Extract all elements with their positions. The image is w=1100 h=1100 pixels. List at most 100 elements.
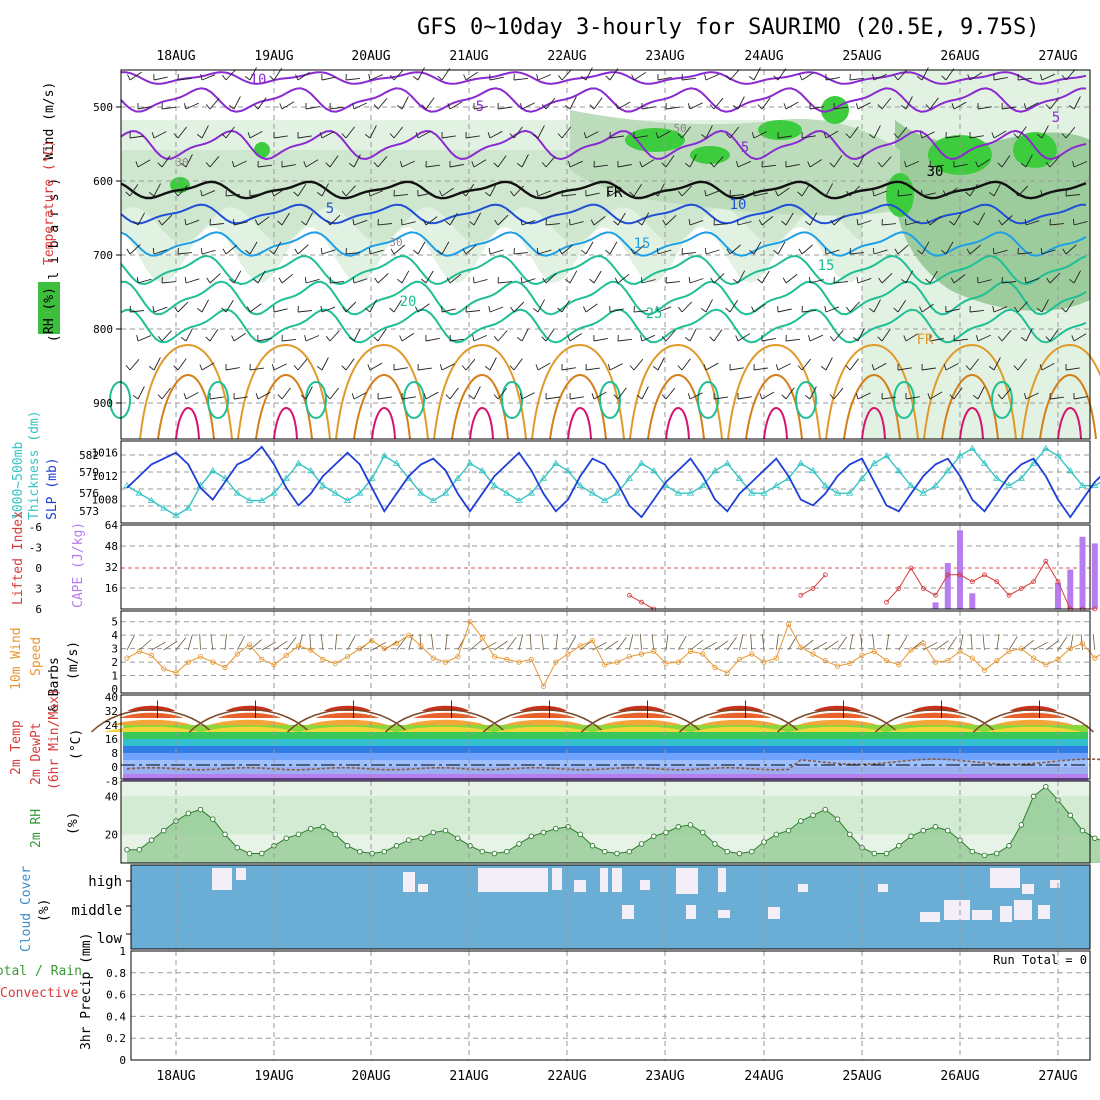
rh2m-grid [175,781,1059,863]
thickness-marker [956,452,964,459]
wind-barb [953,274,966,284]
cape-tick: 16 [105,582,118,595]
wind-barb [705,249,720,255]
wind-barb-flag [368,247,371,255]
contour-5 [120,203,1086,225]
wind-barb-flag [1013,133,1019,139]
wind-barb-flag [725,133,731,139]
wind-barb-flag [925,104,931,110]
wind-barb [809,212,818,226]
wind-barb [153,249,168,255]
temp2m-frame [120,694,1091,780]
contour-label: FR [917,332,934,348]
wind-barb-flag [516,163,523,168]
wind-speed-marker [675,659,681,665]
wind-barb [305,106,320,110]
wind-barb-flag [919,132,923,139]
wind-barb-flag [421,104,427,110]
wind-barb-flag [247,132,251,139]
bottom-date-25aug: 25AUG [842,1069,881,1084]
rh2m-marker [945,827,951,834]
wind-barb [185,278,200,284]
wind-barb [465,244,477,255]
cloud-level-middle: middle [71,903,122,919]
cloud-level-high: high [88,874,122,890]
wind-barb-flag [253,278,259,284]
wind10-label-4: (m/s) [66,641,81,680]
contour-label: 15 [634,236,651,252]
rh2m-marker [785,827,792,834]
wind-barb [921,241,930,255]
temperature-hump [495,726,592,732]
wind-barb [849,126,859,139]
rh2m-label: 2m RH [29,809,44,848]
cape-label: CAPE (J/kg) [71,522,86,608]
wind-speed-marker [957,648,963,654]
rh-high-blob [625,128,685,152]
thickness-marker [466,459,474,466]
wind-barb [137,106,152,110]
wind-barb [129,71,142,81]
dewpoint-line [126,758,1100,771]
wind-barb-flag [125,191,131,197]
rh2m-marker [736,850,743,857]
wind-barb [569,396,584,400]
wind-barb-flag [445,394,451,400]
wind-barb-flag [304,276,307,284]
contour-35-dome [371,406,396,440]
wind-barb [521,392,535,400]
thickness-tick: 579 [79,466,99,479]
rh2m-marker [197,806,204,813]
wind10-barb [775,634,779,651]
wind10-barb [249,639,262,651]
wind-speed-marker [271,662,277,668]
wind-barb-flag [461,365,467,371]
rh2m-marker [259,850,265,857]
middle-cloud-block [686,905,696,919]
wind-barb [489,306,504,313]
wind-barb-flag [536,247,539,255]
wind-barb [713,396,728,400]
thickness-marker [760,489,768,496]
wind-barb [593,391,607,400]
thickness-marker [160,504,168,511]
precip-frame [130,950,1091,1061]
wind-barb [617,212,626,226]
wind-barb [657,76,672,81]
wind-barb [833,330,844,342]
wind-barb [449,101,463,110]
wind-barb-flag [535,364,539,371]
li-tick: 0 [35,562,42,575]
wind-barb [545,273,557,284]
wind10-barb [1045,640,1059,651]
wind-barb [1041,363,1055,371]
bottom-date-27aug: 27AUG [1038,1069,1077,1084]
rh2m-marker [455,835,461,841]
wind-barb [497,330,508,342]
wind-speed-marker [418,643,424,649]
temperature-humps [90,700,1095,733]
rh-high-blob [758,120,802,140]
wind-speed-marker [222,664,228,671]
top-date-25aug: 25AUG [842,49,881,64]
thickness-marker [1066,467,1075,474]
rh2m-marker [589,843,596,849]
wind-barb [1073,96,1081,110]
slp-tick: 1016 [92,447,119,460]
pressure-tick-500: 500 [93,101,113,114]
thickness-marker [870,459,879,466]
wind-barb [729,194,744,197]
wind-barb-flag [352,277,355,284]
wind-barb-flag [446,277,451,284]
wind-barb-flag [605,75,611,81]
wind-barb-flag [704,190,707,197]
wind-barb-flag [846,190,851,197]
wind-barb [561,126,572,139]
wind10-barb [677,635,687,651]
wind-barb [1017,126,1027,139]
wind-speed-marker [638,651,645,657]
wind-barb [873,299,881,313]
thickness-marker [748,489,756,496]
wind-barb [593,270,602,284]
wind-barb [473,386,481,400]
